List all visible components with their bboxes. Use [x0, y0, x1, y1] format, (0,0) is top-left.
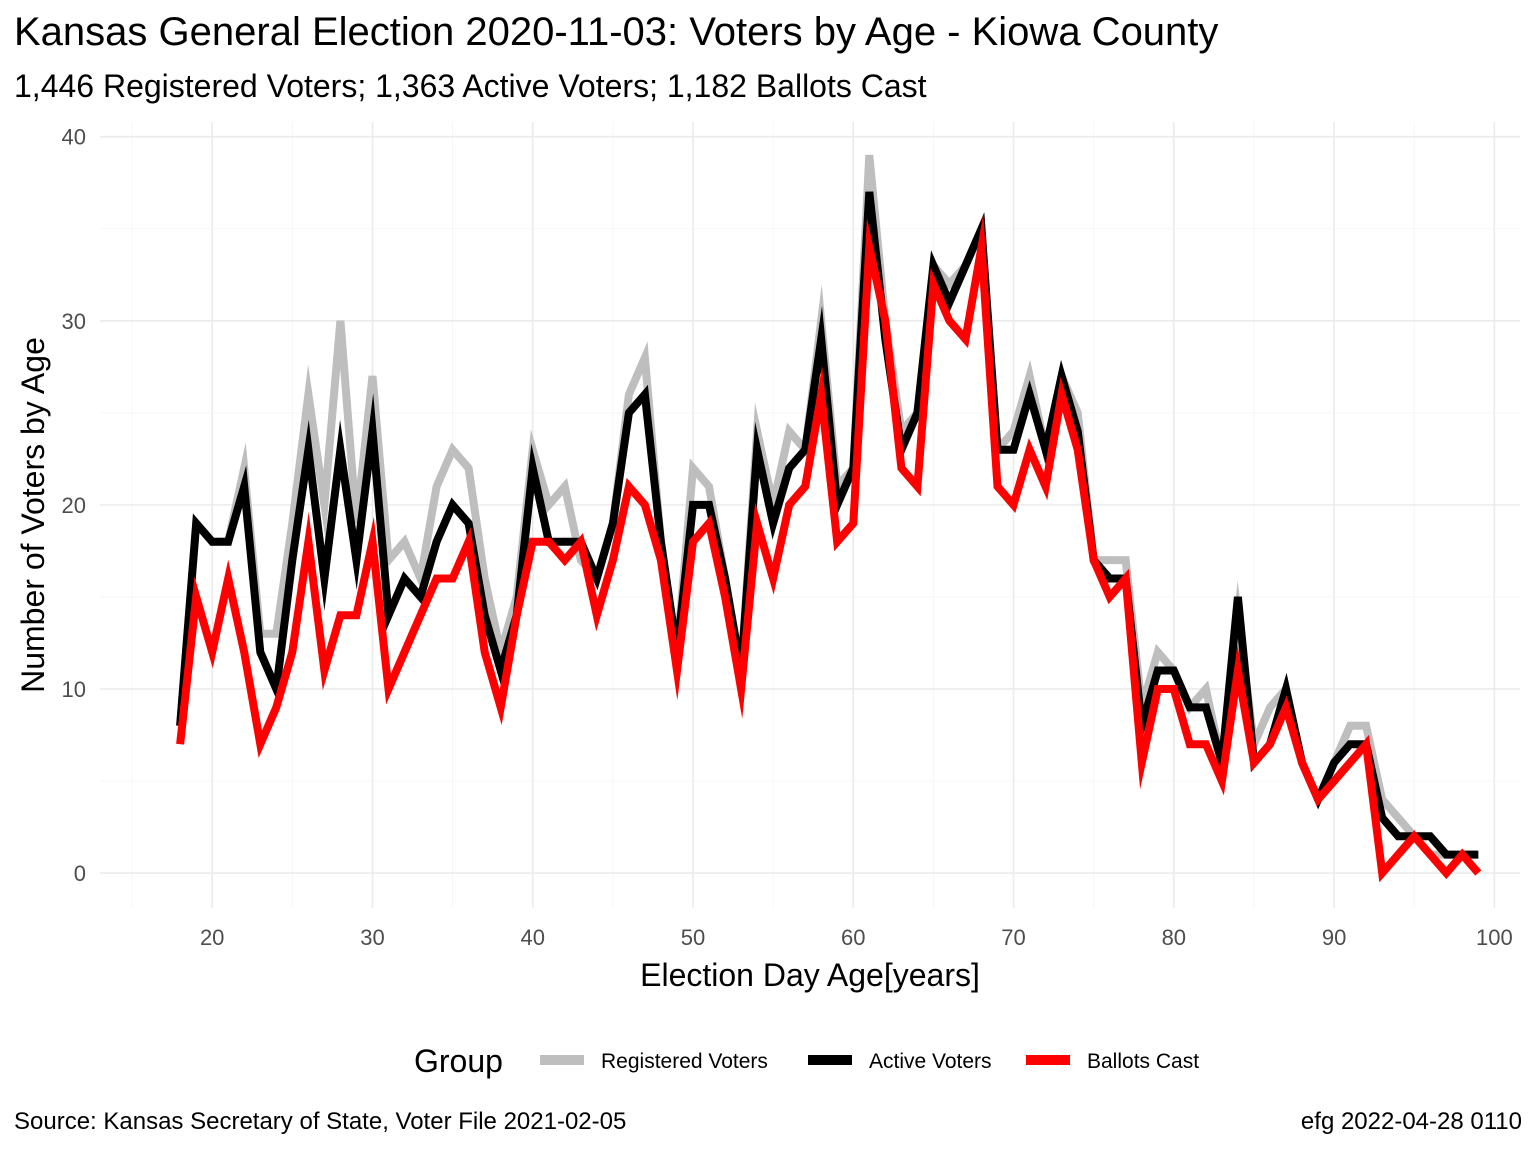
- y-tick-label: 20: [62, 493, 86, 518]
- x-tick-label: 100: [1476, 925, 1513, 950]
- x-tick-label: 90: [1322, 925, 1346, 950]
- legend-label-registered-voters: Registered Voters: [601, 1050, 768, 1073]
- x-tick-label: 30: [360, 925, 384, 950]
- source-caption: Source: Kansas Secretary of State, Voter…: [14, 1108, 627, 1135]
- x-tick-label: 60: [841, 925, 865, 950]
- y-axis-title: Number of Voters by Age: [15, 337, 51, 693]
- x-tick-label: 40: [520, 925, 544, 950]
- legend-label-active-voters: Active Voters: [869, 1050, 992, 1073]
- x-axis-ticks: 20 30 40 50 60 70 80 90 100: [200, 925, 1513, 950]
- x-tick-label: 70: [1001, 925, 1025, 950]
- series-line-ballots-cast: [176, 213, 1482, 883]
- legend-label-ballots-cast: Ballots Cast: [1087, 1050, 1199, 1073]
- y-tick-label: 40: [62, 125, 86, 150]
- chart-title: Kansas General Election 2020-11-03: Vote…: [14, 10, 1219, 54]
- legend-title: Group: [414, 1043, 503, 1079]
- y-tick-label: 0: [74, 861, 86, 886]
- y-axis-ticks: 0 10 20 30 40: [62, 125, 86, 886]
- author-caption: efg 2022-04-28 0110: [1300, 1108, 1522, 1135]
- x-tick-label: 50: [681, 925, 705, 950]
- legend: Group Registered Voters Active Voters Ball…: [414, 1043, 1199, 1079]
- chart-subtitle: 1,446 Registered Voters; 1,363 Active Vo…: [14, 68, 927, 104]
- series-line-active-voters: [176, 191, 1479, 859]
- series-lines: [176, 154, 1482, 883]
- y-tick-label: 30: [62, 309, 86, 334]
- x-tick-label: 20: [200, 925, 224, 950]
- y-tick-label: 10: [62, 677, 86, 702]
- x-tick-label: 80: [1162, 925, 1186, 950]
- x-axis-title: Election Day Age[years]: [640, 957, 980, 993]
